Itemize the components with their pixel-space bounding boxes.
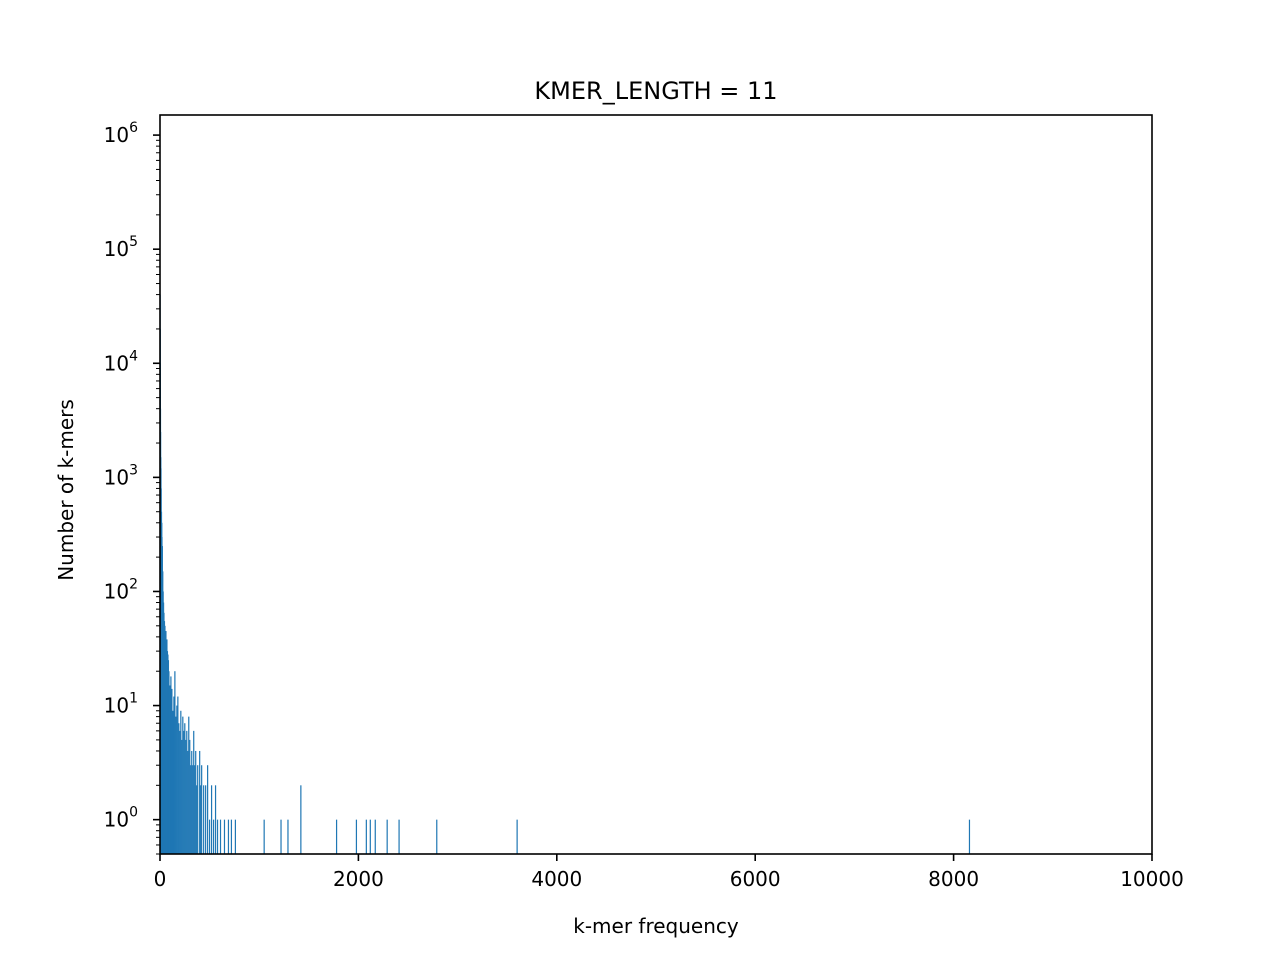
bar <box>205 785 207 854</box>
bar <box>374 819 376 854</box>
bar <box>195 750 197 854</box>
bar <box>223 819 226 854</box>
bar <box>171 688 173 854</box>
plot-frame <box>159 114 1153 855</box>
bar <box>210 785 213 854</box>
bar <box>188 716 190 854</box>
bar <box>179 730 181 854</box>
y-axis-label: Number of k-mers <box>54 399 78 581</box>
bar <box>189 739 191 854</box>
bar <box>196 785 198 854</box>
bar <box>177 696 179 854</box>
y-tick-label: 105 <box>104 234 138 261</box>
bar <box>209 819 211 854</box>
bar <box>386 819 388 854</box>
chart-title: KMER_LENGTH = 11 <box>534 77 777 105</box>
bar <box>194 765 196 854</box>
bar <box>398 819 400 854</box>
x-axis-ticks: 0 2000 4000 6000 8000 10000 <box>154 854 1184 891</box>
x-tick-label: 10000 <box>1120 867 1184 891</box>
bar <box>174 671 176 854</box>
bar <box>365 819 367 854</box>
bar <box>369 819 371 854</box>
y-tick-label: 102 <box>104 576 138 603</box>
bar <box>516 819 518 854</box>
bar <box>172 710 174 854</box>
bar <box>234 819 236 854</box>
bar <box>227 819 230 854</box>
y-axis-ticks: 100 101 102 103 104 105 106 <box>104 120 160 855</box>
y-tick-label: 106 <box>104 120 138 147</box>
bar <box>197 765 199 854</box>
bar <box>219 819 222 854</box>
bar <box>199 750 201 854</box>
bar <box>184 723 186 854</box>
bar <box>214 785 217 854</box>
x-tick-label: 8000 <box>928 867 979 891</box>
bar <box>212 819 215 854</box>
bar <box>191 750 193 854</box>
y-tick-label: 103 <box>104 462 138 489</box>
bar <box>216 819 219 854</box>
bar <box>185 739 187 854</box>
y-tick-label: 104 <box>104 348 138 375</box>
bar <box>193 730 195 854</box>
bar <box>181 739 183 854</box>
bar <box>287 819 289 854</box>
x-tick-label: 0 <box>154 867 167 891</box>
bar <box>968 819 971 854</box>
x-axis-label: k-mer frequency <box>573 914 739 938</box>
bar <box>335 819 338 854</box>
bar <box>192 765 194 854</box>
bar <box>190 765 192 854</box>
bar <box>207 765 209 854</box>
bar <box>355 819 358 854</box>
bar <box>173 696 175 854</box>
bar <box>300 785 302 854</box>
bar <box>200 785 202 854</box>
x-tick-label: 6000 <box>730 867 781 891</box>
bar <box>436 819 438 854</box>
bar <box>182 716 184 854</box>
bar <box>230 819 233 854</box>
bar <box>175 716 177 854</box>
bar <box>280 819 282 854</box>
x-tick-label: 2000 <box>333 867 384 891</box>
bar <box>201 765 203 854</box>
y-tick-label: 100 <box>104 805 138 832</box>
bar <box>180 710 182 854</box>
bar <box>203 785 205 854</box>
bar <box>187 750 189 854</box>
bar <box>186 730 188 854</box>
bar <box>183 730 185 854</box>
bar <box>263 819 265 854</box>
bar <box>176 705 178 854</box>
x-tick-label: 4000 <box>531 867 582 891</box>
bar <box>168 671 170 854</box>
y-tick-label: 101 <box>104 691 138 718</box>
bar <box>178 723 180 854</box>
